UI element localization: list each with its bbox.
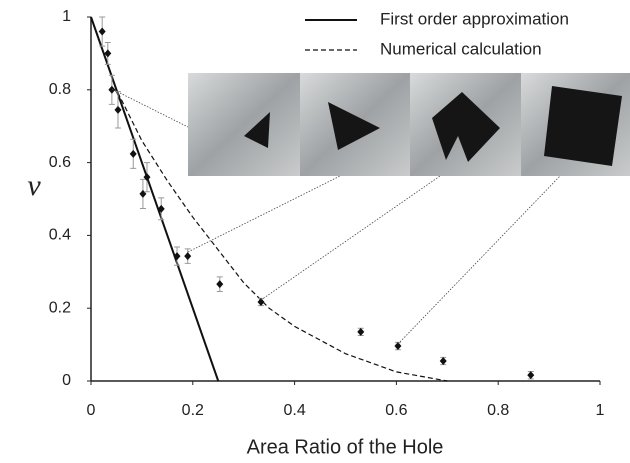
y-tick-label: 0.2 (49, 299, 71, 316)
x-tick-label: 0.8 (487, 402, 509, 419)
leader-line (187, 175, 341, 253)
point (104, 49, 112, 58)
point (394, 342, 402, 351)
plot-area: 0 0.2 0.4 0.6 0.8 1 0 0.2 0.4 0.6 0.8 1 (49, 8, 605, 419)
hole (432, 92, 500, 162)
leader-line (111, 88, 191, 129)
leader-lines (111, 88, 561, 345)
point (108, 85, 116, 94)
photos (188, 73, 630, 176)
x-tick-label: 1 (596, 402, 605, 419)
point (157, 204, 165, 213)
point (173, 252, 181, 261)
point (114, 105, 122, 114)
hole (328, 102, 380, 150)
leader-line (397, 175, 561, 345)
line (90, 16, 448, 382)
x-tick-label: 0 (87, 402, 96, 419)
y-tick-label: 0.6 (49, 154, 71, 171)
point (184, 252, 192, 261)
y-axis-title: ν (27, 169, 41, 202)
legend-label: Numerical calculation (380, 39, 542, 58)
point (439, 356, 447, 365)
point (357, 327, 365, 336)
point (98, 27, 106, 36)
leader-line (260, 175, 441, 301)
y-tick-label: 0.4 (49, 227, 71, 244)
point (139, 189, 147, 198)
point (129, 149, 137, 158)
y-tick-label: 0 (62, 372, 71, 389)
hole (244, 112, 270, 148)
point (527, 371, 535, 380)
point (143, 173, 151, 182)
x-tick-label: 0.2 (182, 402, 204, 419)
x-tick-label: 0.4 (283, 402, 305, 419)
photo (188, 73, 300, 176)
x-axis-title: Area Ratio of the Hole (247, 436, 444, 458)
point (216, 280, 224, 289)
x-tick-label: 0.6 (385, 402, 407, 419)
y-tick-label: 0.8 (49, 81, 71, 98)
legend-label: First order approximation (380, 9, 569, 28)
hole (544, 86, 622, 166)
y-tick-label: 1 (62, 8, 71, 25)
point (257, 298, 265, 307)
